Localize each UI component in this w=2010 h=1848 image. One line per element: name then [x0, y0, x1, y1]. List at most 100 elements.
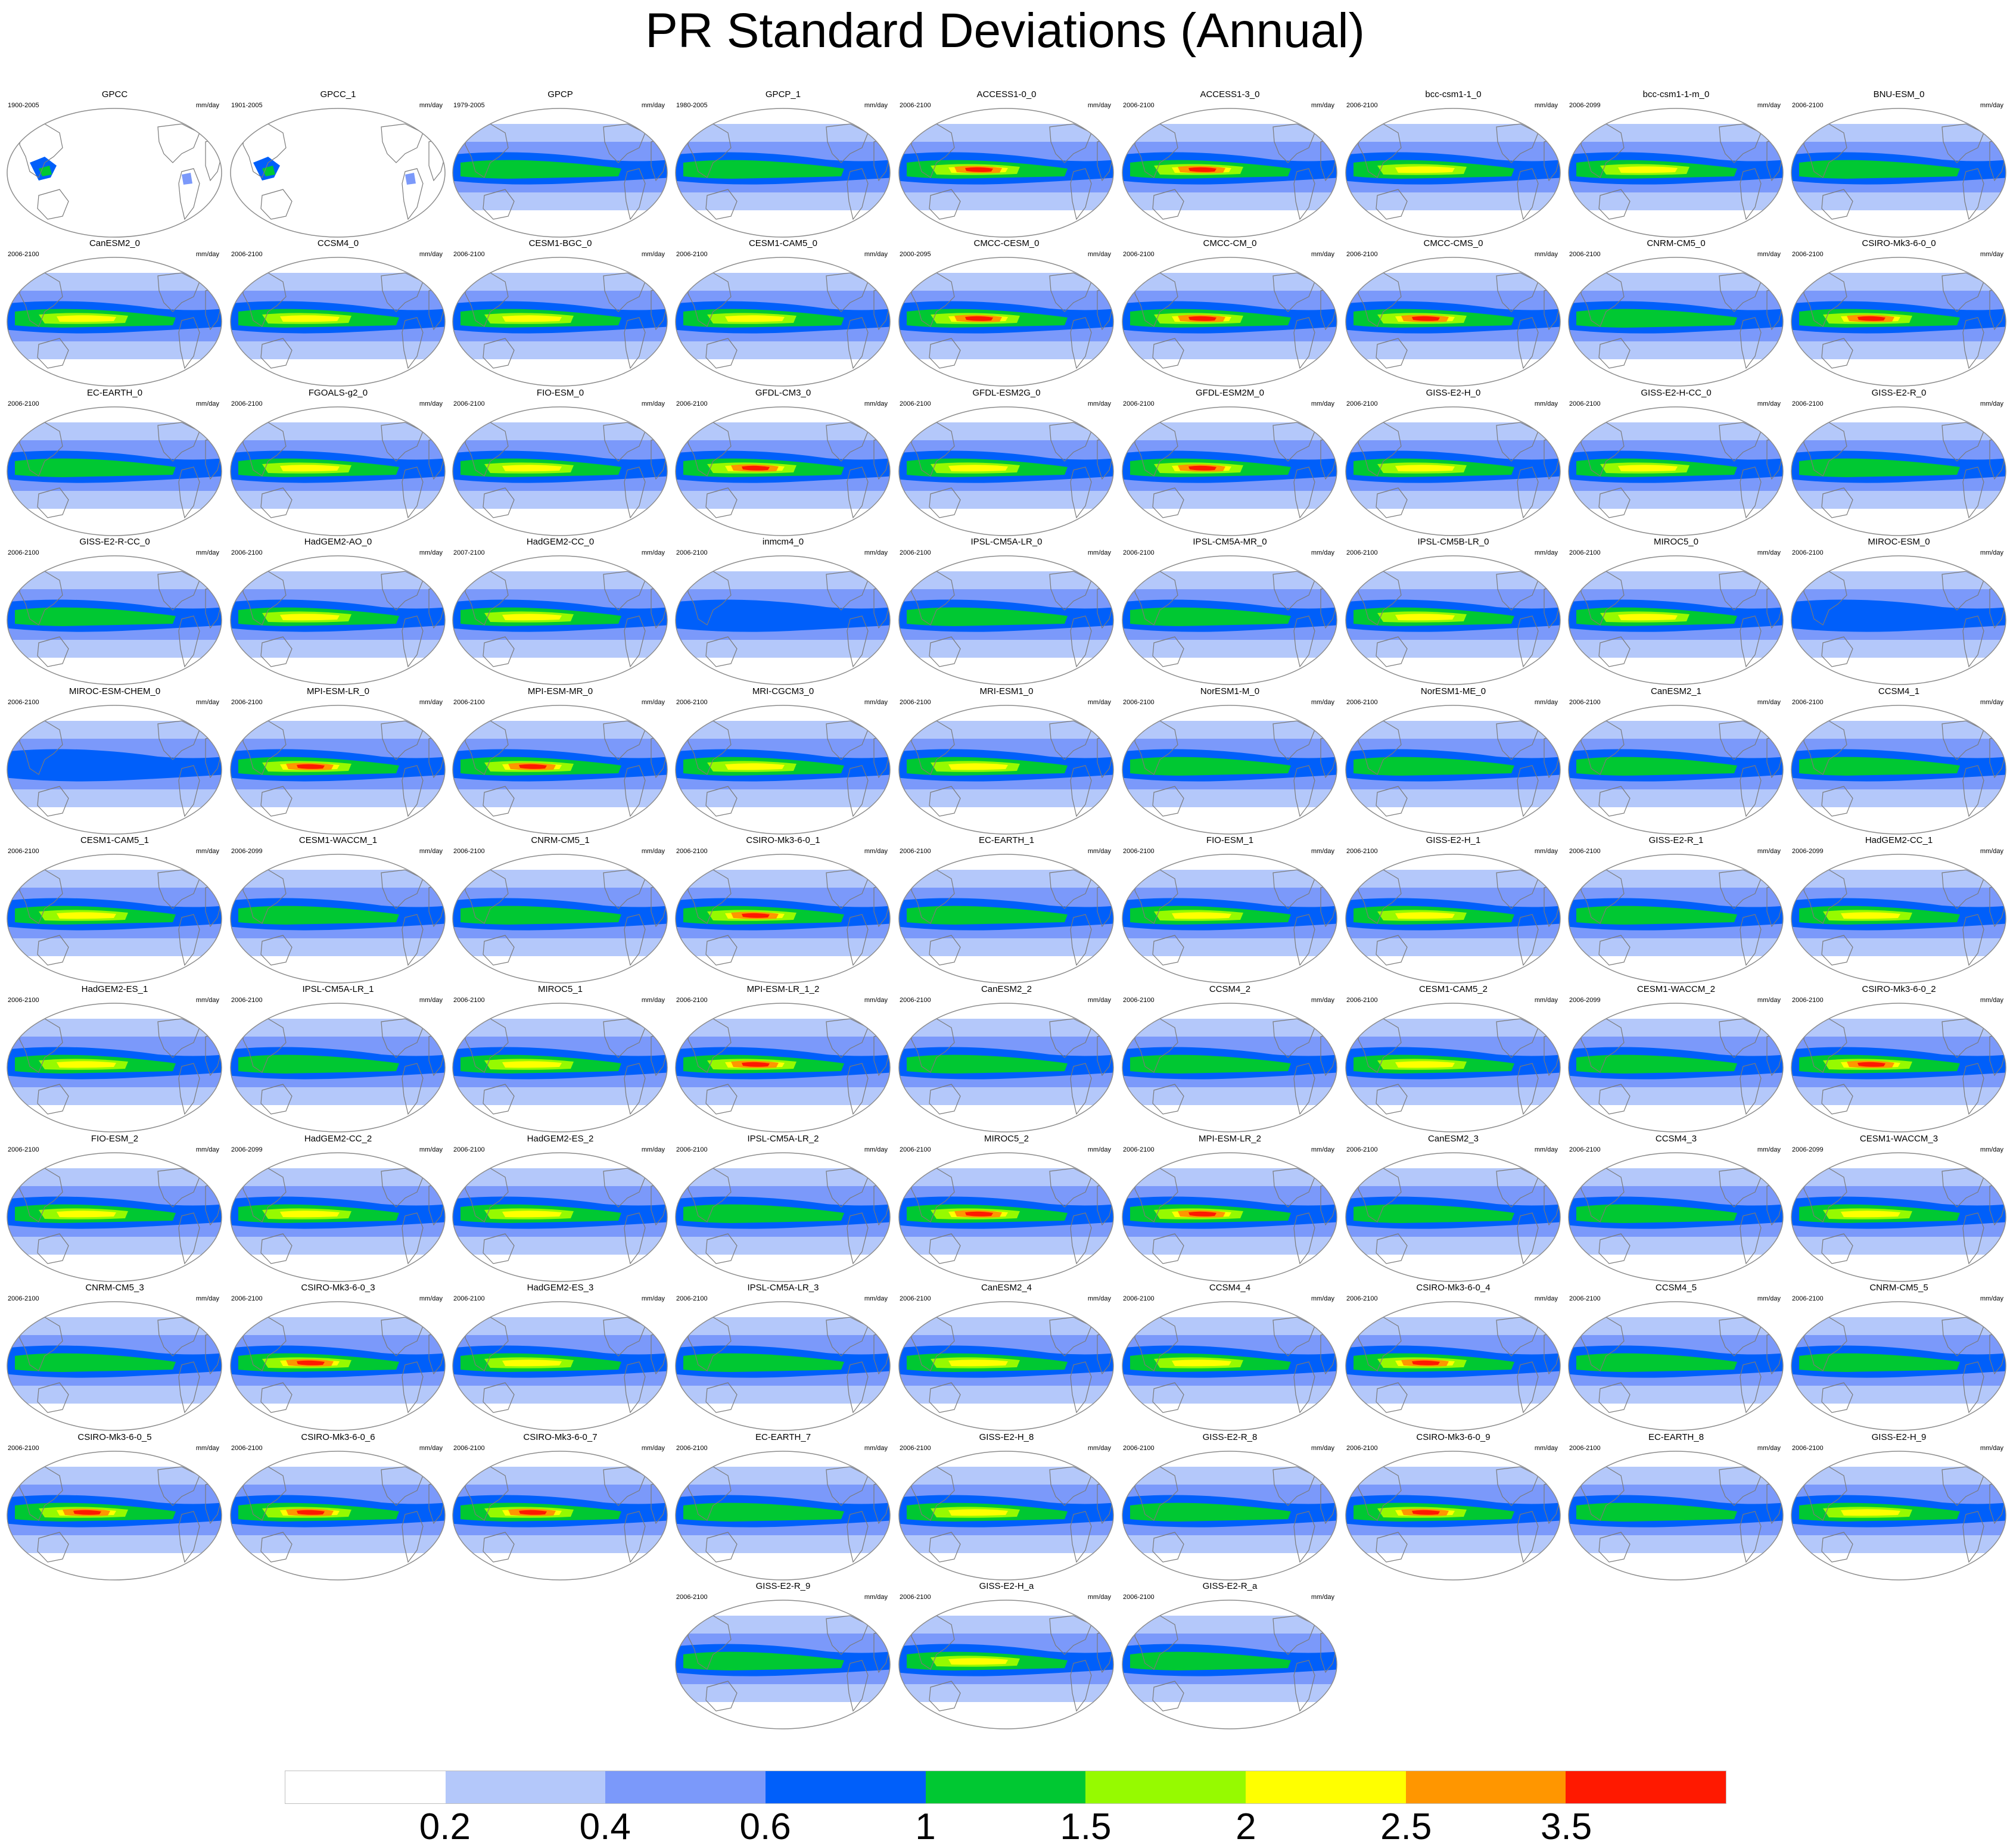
map-panel: CCSM4_1 2006-2100 mm/day [1787, 686, 2010, 835]
panel-units: mm/day [1311, 549, 1334, 556]
panel-units: mm/day [1087, 549, 1111, 556]
panel-years: 2006-2100 [8, 251, 39, 258]
panel-title: CanESM2_4 [981, 1283, 1032, 1293]
globe-map [1122, 1301, 1337, 1431]
panel-units: mm/day [864, 251, 888, 258]
panel-title: CESM1-CAM5_0 [748, 238, 818, 248]
globe-map [452, 1003, 668, 1133]
globe-map [1345, 1003, 1561, 1133]
map-panel: MIROC5_0 2006-2100 mm/day [1564, 537, 1788, 686]
panel-title: GISS-E2-H_9 [1871, 1432, 1927, 1442]
panel-title: CESM1-WACCM_3 [1859, 1134, 1939, 1144]
panel-title: CMCC-CM_0 [1203, 238, 1257, 248]
colorbar-label: 1 [915, 1806, 936, 1847]
globe-map [898, 1301, 1114, 1431]
panel-units: mm/day [864, 1295, 888, 1302]
map-panel: CESM1-BGC_0 2006-2100 mm/day [449, 238, 672, 387]
panel-years: 1901-2005 [231, 102, 263, 109]
map-panel: CSIRO-Mk3-6-0_7 2006-2100 mm/day [449, 1432, 672, 1581]
map-panel: CanESM2_2 2006-2100 mm/day [895, 984, 1118, 1133]
panel-units: mm/day [641, 997, 665, 1004]
panel-title: FIO-ESM_1 [1206, 835, 1254, 845]
panel-units: mm/day [1087, 848, 1111, 855]
map-panel: ACCESS1-3_0 2006-2100 mm/day [1118, 89, 1342, 238]
map-panel: EC-EARTH_8 2006-2100 mm/day [1564, 1432, 1788, 1581]
panel-units: mm/day [864, 1146, 888, 1153]
panel-title: MIROC-ESM_0 [1868, 537, 1930, 547]
panel-title: FGOALS-g2_0 [308, 388, 368, 398]
panel-units: mm/day [419, 549, 443, 556]
map-panel: CCSM4_4 2006-2100 mm/day [1118, 1283, 1342, 1432]
map-panel: BNU-ESM_0 2006-2100 mm/day [1787, 89, 2010, 238]
panel-units: mm/day [1311, 997, 1334, 1004]
globe-map [1791, 555, 2006, 685]
globe-map [898, 555, 1114, 685]
panel-units: mm/day [1311, 1295, 1334, 1302]
map-panel: GISS-E2-H-CC_0 2006-2100 mm/day [1564, 388, 1788, 537]
panel-units: mm/day [195, 1146, 219, 1153]
map-panel: HadGEM2-CC_2 2006-2099 mm/day [226, 1134, 450, 1283]
panel-units: mm/day [641, 102, 665, 109]
globe-map [1122, 854, 1337, 984]
panel-units: mm/day [641, 848, 665, 855]
globe-map [1345, 1301, 1561, 1431]
panel-title: EC-EARTH_1 [978, 835, 1035, 845]
map-panel: FIO-ESM_1 2006-2100 mm/day [1118, 835, 1342, 984]
panel-title: EC-EARTH_0 [86, 388, 143, 398]
panel-units: mm/day [641, 400, 665, 407]
panel-title: CSIRO-Mk3-6-0_1 [746, 835, 820, 845]
panel-units: mm/day [864, 102, 888, 109]
globe-map [452, 108, 668, 238]
panel-title: bcc-csm1-1-m_0 [1642, 89, 1710, 99]
panel-units: mm/day [1087, 1445, 1111, 1452]
panel-years: 1979-2005 [453, 102, 485, 109]
panel-title: CESM1-WACCM_2 [1636, 984, 1716, 994]
panel-units: mm/day [419, 1295, 443, 1302]
panel-units: mm/day [641, 549, 665, 556]
globe-map [898, 1152, 1114, 1282]
map-panel: GISS-E2-R_8 2006-2100 mm/day [1118, 1432, 1342, 1581]
map-panel: CSIRO-Mk3-6-0_0 2006-2100 mm/day [1787, 238, 2010, 387]
globe-map [230, 1451, 446, 1581]
panel-years: 2006-2100 [1792, 1445, 1824, 1452]
globe-map [452, 1301, 668, 1431]
globe-map [7, 1003, 222, 1133]
globe-map [230, 1003, 446, 1133]
panel-units: mm/day [1534, 400, 1558, 407]
panel-years: 2006-2100 [900, 699, 931, 706]
globe-map [230, 257, 446, 387]
colorbar-labels: 0.2 0.4 0.6 1 1.5 2 2.5 3.5 [0, 1807, 2010, 1848]
panel-years: 2006-2099 [1569, 997, 1601, 1004]
panel-units: mm/day [1980, 1445, 2003, 1452]
panel-years: 2006-2100 [676, 1594, 708, 1601]
panel-title: GFDL-ESM2M_0 [1195, 388, 1265, 398]
panel-units: mm/day [1980, 848, 2003, 855]
panel-years: 2006-2100 [231, 1295, 263, 1302]
panel-title: EC-EARTH_7 [755, 1432, 811, 1442]
map-panel: MIROC-ESM_0 2006-2100 mm/day [1787, 537, 2010, 686]
panel-units: mm/day [1534, 549, 1558, 556]
panel-units: mm/day [195, 848, 219, 855]
panel-title: IPSL-CM5A-MR_0 [1193, 537, 1267, 547]
panel-years: 2006-2100 [1569, 251, 1601, 258]
map-panel: GFDL-ESM2G_0 2006-2100 mm/day [895, 388, 1118, 537]
panel-units: mm/day [419, 251, 443, 258]
panel-title: inmcm4_0 [762, 537, 804, 547]
panel-units: mm/day [1757, 1295, 1781, 1302]
panel-title: CSIRO-Mk3-6-0_0 [1862, 238, 1936, 248]
map-panel: GISS-E2-H_8 2006-2100 mm/day [895, 1432, 1118, 1581]
panel-title: CCSM4_3 [1655, 1134, 1697, 1144]
panel-years: 2006-2099 [1792, 848, 1824, 855]
panel-units: mm/day [195, 1445, 219, 1452]
globe-map [452, 1152, 668, 1282]
map-panel: GFDL-CM3_0 2006-2100 mm/day [671, 388, 895, 537]
map-panel: FIO-ESM_0 2006-2100 mm/day [449, 388, 672, 537]
panel-title: CanESM2_3 [1427, 1134, 1479, 1144]
panel-years: 2006-2100 [1569, 848, 1601, 855]
panel-title: CESM1-CAM5_1 [80, 835, 150, 845]
globe-map [1122, 1003, 1337, 1133]
panel-title: FIO-ESM_2 [91, 1134, 139, 1144]
panel-years: 2006-2100 [8, 549, 39, 556]
panel-units: mm/day [1534, 699, 1558, 706]
map-panel: MIROC5_2 2006-2100 mm/day [895, 1134, 1118, 1283]
